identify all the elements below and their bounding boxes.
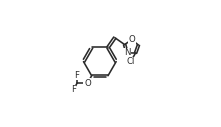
Text: F: F [74,71,80,80]
Text: O: O [128,35,135,44]
Text: N: N [124,48,130,57]
Text: O: O [84,79,91,88]
Text: Cl: Cl [126,58,135,67]
Text: F: F [71,85,76,94]
